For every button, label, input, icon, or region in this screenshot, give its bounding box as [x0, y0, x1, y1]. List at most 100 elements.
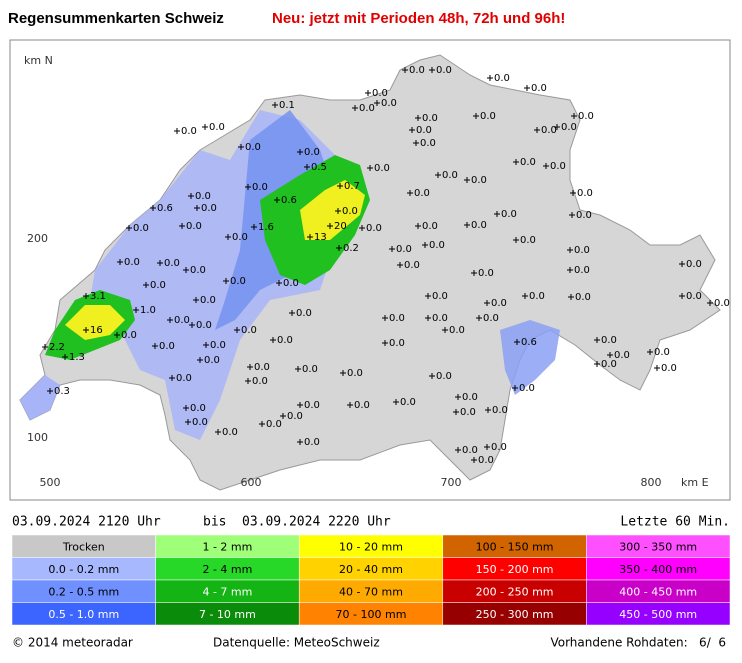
station-marker — [179, 223, 185, 229]
station-value: 0.0 — [462, 392, 478, 403]
station-marker — [183, 405, 189, 411]
station-marker — [347, 402, 353, 408]
station-value: 0.0 — [176, 373, 192, 384]
station-marker — [407, 190, 413, 196]
station-marker — [484, 300, 490, 306]
station-value: 0.0 — [133, 223, 149, 234]
station-value: 0.0 — [601, 359, 617, 370]
station-value: 0.0 — [601, 335, 617, 346]
station-value: 1.0 — [140, 305, 156, 316]
legend-label: Trocken — [62, 540, 105, 553]
station-marker — [335, 208, 341, 214]
station-value: 0.0 — [471, 220, 487, 231]
station-value: 0.0 — [186, 221, 202, 232]
station-value: 0.6 — [281, 195, 297, 206]
station-marker — [471, 457, 477, 463]
station-marker — [425, 293, 431, 299]
station-value: 0.0 — [192, 417, 208, 428]
station-marker — [514, 339, 520, 345]
station-value: 0.0 — [400, 397, 416, 408]
station-marker — [83, 293, 89, 299]
station-marker — [374, 100, 380, 106]
station-value: 0.0 — [578, 111, 594, 122]
station-value: 0.0 — [550, 161, 566, 172]
station-marker — [297, 402, 303, 408]
station-marker — [389, 246, 395, 252]
station-value: 0.0 — [460, 407, 476, 418]
station-value: 0.0 — [436, 65, 452, 76]
station-marker — [476, 315, 482, 321]
legend-label: 450 - 500 mm — [619, 608, 697, 621]
station-marker — [352, 105, 358, 111]
station-marker — [568, 294, 574, 300]
station-marker — [114, 332, 120, 338]
legend-label: 150 - 200 mm — [476, 563, 554, 576]
station-value: 0.0 — [304, 437, 320, 448]
y-tick-label: 200 — [27, 232, 48, 245]
station-marker — [464, 222, 470, 228]
station-marker — [203, 342, 209, 348]
station-marker — [126, 225, 132, 231]
station-marker — [238, 144, 244, 150]
station-value: 0.0 — [124, 257, 140, 268]
station-marker — [415, 115, 421, 121]
station-marker — [654, 365, 660, 371]
station-value: 0.0 — [491, 442, 507, 453]
station-value: 0.0 — [478, 268, 494, 279]
rain-yellow-west — [65, 305, 125, 340]
station-marker — [307, 234, 313, 240]
station-marker — [133, 307, 139, 313]
station-value: 0.0 — [409, 65, 425, 76]
station-value: 0.0 — [576, 210, 592, 221]
station-marker — [202, 124, 208, 130]
station-marker — [464, 177, 470, 183]
station-value: 0.0 — [342, 206, 358, 217]
legend-label: 0.2 - 0.5 mm — [48, 585, 119, 598]
x-tick-label: 600 — [241, 476, 262, 489]
station-marker — [402, 67, 408, 73]
station-marker — [594, 337, 600, 343]
station-marker — [83, 327, 89, 333]
station-marker — [174, 128, 180, 134]
station-value: 1.6 — [258, 222, 274, 233]
station-value: 0.0 — [478, 455, 494, 466]
station-value: 0.0 — [304, 400, 320, 411]
legend-label: 7 - 10 mm — [199, 608, 256, 621]
station-marker — [289, 310, 295, 316]
station-marker — [513, 159, 519, 165]
station-marker — [554, 124, 560, 130]
station-marker — [382, 315, 388, 321]
station-marker — [647, 349, 653, 355]
station-marker — [397, 262, 403, 268]
station-value: 0.0 — [164, 258, 180, 269]
station-value: 0.0 — [661, 363, 677, 374]
station-marker — [245, 378, 251, 384]
station-marker — [425, 315, 431, 321]
map: 0.0 0.0 0.0 0.0 0.0 0.0 0.0 0.1 0.0 0.0 0.0 0.0 0.0 0… — [19, 54, 730, 491]
station-value: 0.5 — [311, 162, 327, 173]
station-marker — [429, 67, 435, 73]
title: Regensummenkarten Schweiz — [8, 10, 224, 27]
station-marker — [143, 282, 149, 288]
station-value: 0.0 — [232, 232, 248, 243]
legend-label: 200 - 250 mm — [476, 585, 554, 598]
station-value: 0.0 — [561, 122, 577, 133]
station-marker — [223, 278, 229, 284]
station-value: 0.0 — [501, 209, 517, 220]
station-marker — [274, 197, 280, 203]
station-marker — [194, 205, 200, 211]
station-value: 0.0 — [209, 122, 225, 133]
station-marker — [42, 344, 48, 350]
station-marker — [487, 75, 493, 81]
station-marker — [455, 394, 461, 400]
station-value: 0.0 — [520, 157, 536, 168]
station-value: 0.0 — [396, 244, 412, 255]
station-value: 0.0 — [520, 235, 536, 246]
legend-swatch — [586, 602, 731, 626]
station-value: 0.0 — [436, 371, 452, 382]
station-value: 0.0 — [181, 126, 197, 137]
station-value: 13 — [314, 232, 327, 243]
legend-label: 400 - 450 mm — [619, 585, 697, 598]
station-marker — [304, 164, 310, 170]
